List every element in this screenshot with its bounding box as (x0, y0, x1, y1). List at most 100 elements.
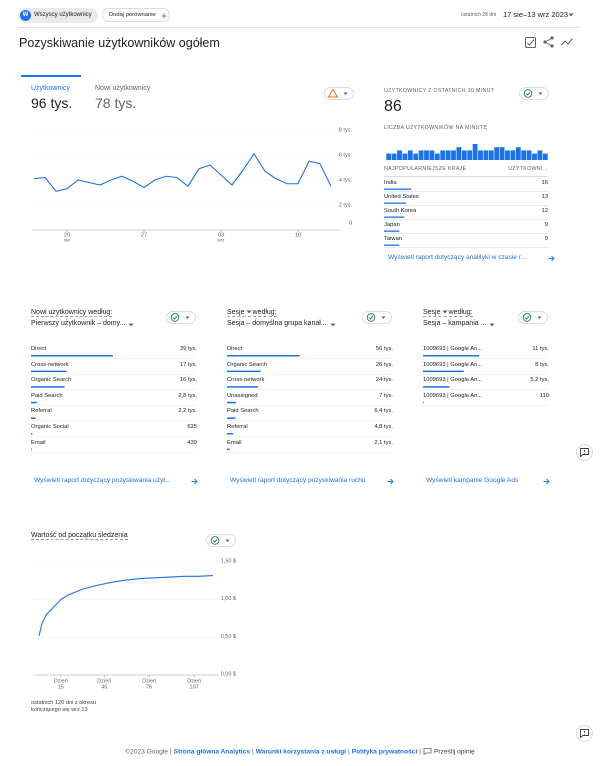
card-heading: Sesje według: (227, 309, 277, 317)
row-label: Organic Search (227, 361, 268, 368)
status-badge[interactable] (362, 311, 392, 324)
dropdown-caret[interactable] (128, 323, 134, 327)
country-value: 12 (541, 208, 548, 214)
icon-shape (580, 729, 589, 739)
page-title: Pozyskiwanie użytkowników ogółem (19, 36, 220, 50)
caret-shape (225, 539, 230, 542)
row-value: 8 tys. (535, 361, 549, 368)
plus-icon[interactable] (161, 13, 167, 19)
metric-name[interactable]: Sesje (227, 309, 245, 316)
row-label: Organic Search (31, 377, 72, 384)
row-label: Unassigned (227, 392, 258, 399)
tab-label[interactable]: Użytkownicy (31, 85, 70, 92)
header-divider (18, 27, 580, 28)
dropdown-caret[interactable] (330, 323, 336, 327)
dropdown-caret[interactable] (489, 323, 495, 327)
footer-link[interactable]: Strona główna Analytics (173, 748, 250, 756)
footer-link[interactable]: Warunki korzystania z usługi (255, 748, 346, 756)
tab-value[interactable]: 78 tys. (95, 95, 137, 111)
footer: ©2023 Google | Strona główna Analytics | War… (0, 748, 600, 756)
segment-avatar: W (20, 10, 31, 21)
status-badge[interactable] (206, 534, 236, 547)
country-value: 9 (544, 236, 548, 242)
metric-name[interactable]: Sesje (423, 309, 441, 316)
check-mark (172, 316, 178, 320)
status-badge[interactable] (166, 311, 196, 324)
tab-label[interactable]: Nowi użytkownicy (95, 85, 151, 92)
row-rule (31, 404, 195, 406)
row-rule (227, 451, 391, 453)
caret-shape (381, 316, 386, 319)
report-link[interactable]: Wyświetl raport dotyczący pozyskiwania r… (230, 477, 366, 484)
realtime-chart-title: LICZBA UŻYTKOWNIKÓW NA MINUTĘ (384, 125, 488, 131)
status-badge[interactable] (519, 87, 549, 100)
card-heading: Sesje według: (423, 309, 473, 317)
icon-shape (561, 38, 573, 46)
dimension-label[interactable]: Pierwszy użytkownik – domy... (31, 320, 126, 327)
insights-icon[interactable] (561, 37, 573, 47)
status-badge[interactable] (324, 87, 354, 100)
check-mark (212, 539, 218, 543)
dimension-label[interactable]: Sesja – domyślna grupa kanał... (227, 320, 327, 327)
table-header: NAJPOPULARNIEJSZE KRAJE (384, 166, 467, 172)
date-range[interactable]: 17 sie–13 wrz 2023 (503, 10, 569, 19)
row-value: 16 tys. (179, 377, 197, 384)
tab-value[interactable]: 96 tys. (31, 95, 73, 111)
row-value: 56 tys. (375, 346, 393, 352)
caret-shape (246, 310, 252, 314)
badge-frame (518, 311, 548, 324)
row-value: 17 tys. (179, 361, 197, 368)
badge-frame (166, 311, 196, 324)
row-label: 1009693 | Google An... (423, 361, 483, 368)
by-label: według: (448, 309, 473, 316)
floating-feedback[interactable] (576, 444, 593, 461)
row-rule (31, 358, 195, 359)
dropdown-caret[interactable] (568, 13, 574, 17)
arrow-shape (548, 255, 555, 262)
customize-icon[interactable] (525, 37, 536, 48)
feedback-icon[interactable] (423, 748, 432, 756)
table-rule (384, 233, 548, 234)
row-value: 26 tys. (375, 361, 393, 368)
caret-shape (343, 92, 348, 95)
dimension-label[interactable]: Sesja – kampania ... (423, 320, 487, 327)
badge-frame (324, 87, 354, 100)
link-arrow[interactable] (543, 478, 550, 485)
dropdown-caret[interactable] (441, 310, 449, 315)
country-name: Taiwan (384, 236, 403, 242)
status-badge[interactable] (518, 311, 548, 324)
check-icon (170, 313, 180, 322)
caret-shape (538, 92, 543, 95)
link-arrow[interactable] (548, 255, 555, 262)
row-value: 2,2 tys. (178, 408, 197, 415)
row-label: Organic Social (31, 424, 69, 430)
plus-shape (161, 13, 167, 18)
tab-indicator (21, 75, 81, 77)
country-name: United States (384, 194, 419, 200)
dropdown-caret[interactable] (245, 310, 253, 315)
card (20, 521, 247, 717)
compare-chip[interactable]: Dodaj porównanie (102, 8, 170, 22)
report-link[interactable]: Wyświetl raport dotyczący analityki w cz… (388, 254, 527, 261)
row-label: Direct (227, 346, 243, 352)
row-label: 1009693 | Google An... (423, 377, 483, 384)
footer-link[interactable]: Polityka prywatności (351, 748, 418, 756)
floating-feedback[interactable] (576, 725, 593, 742)
country-name: Japan (384, 222, 400, 228)
badge-frame (362, 311, 392, 324)
share-icon[interactable] (543, 36, 554, 48)
row-label: Paid Search (31, 392, 63, 399)
caret-shape (568, 13, 574, 17)
row-rule (227, 420, 391, 422)
row-label: Email (31, 439, 46, 446)
report-link[interactable]: Wyświetl kampanie Google Ads (426, 477, 519, 484)
link-arrow[interactable] (191, 478, 198, 485)
country-name: India (384, 180, 397, 186)
badge-frame (206, 534, 236, 547)
link-arrow[interactable] (387, 478, 394, 485)
segment-chip[interactable]: W Wszyscy użytkownicy (18, 8, 98, 23)
report-link[interactable]: Wyświetl raport dotyczący pozyskiwania u… (34, 477, 171, 484)
row-rule (227, 389, 391, 391)
feedback-link[interactable]: Prześlij opinię (434, 748, 475, 756)
check-icon (522, 313, 532, 322)
